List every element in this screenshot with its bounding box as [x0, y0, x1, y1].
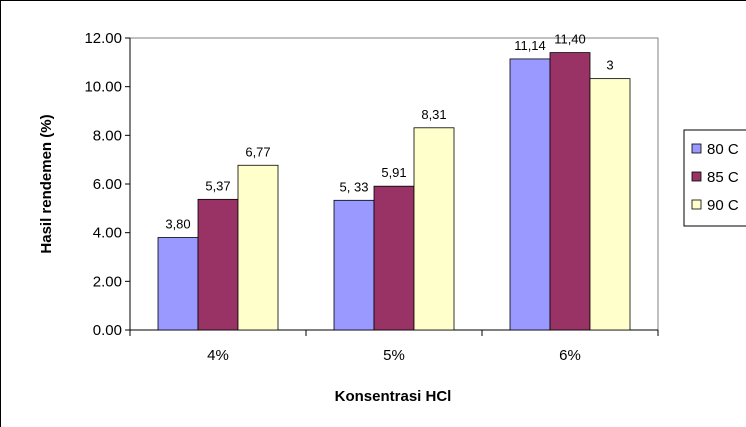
data-label: 3 [606, 58, 613, 73]
legend-label: 90 C [707, 197, 739, 214]
legend-swatch [691, 171, 702, 182]
bar [157, 237, 199, 331]
x-axis-title: Konsentrasi HCl [335, 388, 452, 405]
data-label: 6,77 [245, 144, 270, 159]
bar [589, 78, 631, 331]
legend-label: 85 C [707, 169, 739, 186]
x-tick-label: 6% [559, 347, 581, 364]
data-label: 11,14 [514, 38, 546, 53]
data-label: 3,80 [165, 217, 190, 232]
x-tick-label: 4% [207, 347, 229, 364]
legend-label: 80 C [707, 141, 739, 158]
bar [509, 58, 551, 331]
legend-swatch [691, 143, 702, 154]
y-tick-label: 6.00 [93, 176, 122, 193]
x-tick-label: 5% [383, 347, 405, 364]
y-tick-label: 2.00 [93, 273, 122, 290]
y-tick-label: 4.00 [93, 225, 122, 242]
data-label: 11,40 [554, 32, 586, 47]
legend-swatch [691, 199, 702, 210]
bar [373, 185, 415, 331]
data-label: 5,91 [381, 165, 406, 180]
bar [197, 198, 239, 331]
data-label: 5,37 [205, 178, 230, 193]
legend: 80 C 85 C 90 C [683, 129, 746, 227]
y-tick-label: 10.00 [84, 79, 122, 96]
y-tick-label: 0.00 [93, 322, 122, 339]
bar [333, 199, 375, 331]
plot-area: 0.00 2.00 4.00 6.00 8.00 10.00 12.00 4% 3,80 5,37… [84, 30, 659, 364]
y-axis-title: Hasil rendemen (%) [38, 114, 55, 253]
y-tick-label: 8.00 [93, 127, 122, 144]
bar [549, 52, 591, 331]
bar [237, 164, 279, 331]
data-label: 5, 33 [340, 179, 369, 194]
data-label: 8,31 [421, 107, 446, 122]
bar [413, 127, 455, 331]
y-tick-label: 12.00 [84, 30, 122, 47]
